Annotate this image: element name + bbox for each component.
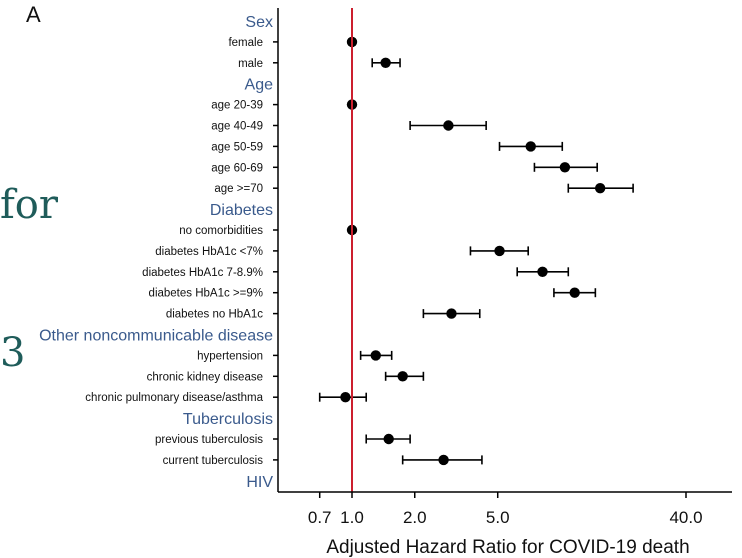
background-text-fragment: for [0,182,59,228]
background-text-fragment: 3 [0,330,26,376]
row-label: hypertension [197,350,263,362]
row-label: male [238,58,263,70]
hazard-ratio-point [494,245,505,257]
hazard-ratio-point [559,162,571,173]
row-label: chronic kidney disease [147,371,263,383]
hazard-ratio-point [383,433,394,445]
row-label: diabetes HbA1c <7% [155,246,263,258]
hazard-ratio-point [438,454,449,466]
hazard-ratio-point [397,371,408,382]
x-tick-label: 1.0 [340,508,364,527]
hazard-ratio-point [340,392,351,403]
x-tick-label: 2.0 [403,508,427,527]
hazard-ratio-point [380,57,391,68]
group-heading: Tuberculosis [183,411,273,428]
panel-letter: A [26,2,41,27]
hazard-ratio-point [569,287,580,298]
x-axis-label: Adjusted Hazard Ratio for COVID-19 death [326,537,689,558]
row-label: current tuberculosis [163,455,264,467]
hazard-ratio-point [446,308,457,319]
hazard-ratio-point [594,183,606,194]
row-label: diabetes HbA1c >=9% [149,288,263,300]
group-heading: Sex [245,14,273,31]
x-axis: 0.7 1.0 2.0 5.0 40.0 Adjusted Hazard Ratio fo… [277,8,732,558]
row-label: age 50-59 [211,141,263,153]
row-label: chronic pulmonary disease/asthma [85,392,263,404]
row-label: previous tuberculosis [155,434,263,446]
row-label: age 20-39 [211,100,263,112]
hazard-ratio-point [370,350,381,361]
row-label: age >=70 [214,183,263,195]
hazard-ratio-point [537,266,548,277]
group-heading: Diabetes [210,202,273,219]
row-label: age 40-49 [211,121,263,133]
row-label: no comorbidities [179,225,263,237]
row-label: age 60-69 [211,162,263,174]
row-label: diabetes no HbA1c [166,309,263,321]
row-label: diabetes HbA1c 7-8.9% [142,267,263,279]
hazard-ratio-point [443,120,454,131]
group-heading: Other noncommunicable disease [39,328,273,345]
x-tick-label: 0.7 [308,508,332,527]
group-heading: HIV [246,474,273,491]
x-tick-label: 5.0 [486,508,510,527]
group-heading: Age [245,77,274,94]
x-tick-label: 40.0 [669,508,702,527]
hazard-ratio-point [525,141,536,152]
row-label: female [228,37,263,49]
plot-rows: Sex female male Age age 20-39 age 40-49 age 50… [39,14,634,491]
